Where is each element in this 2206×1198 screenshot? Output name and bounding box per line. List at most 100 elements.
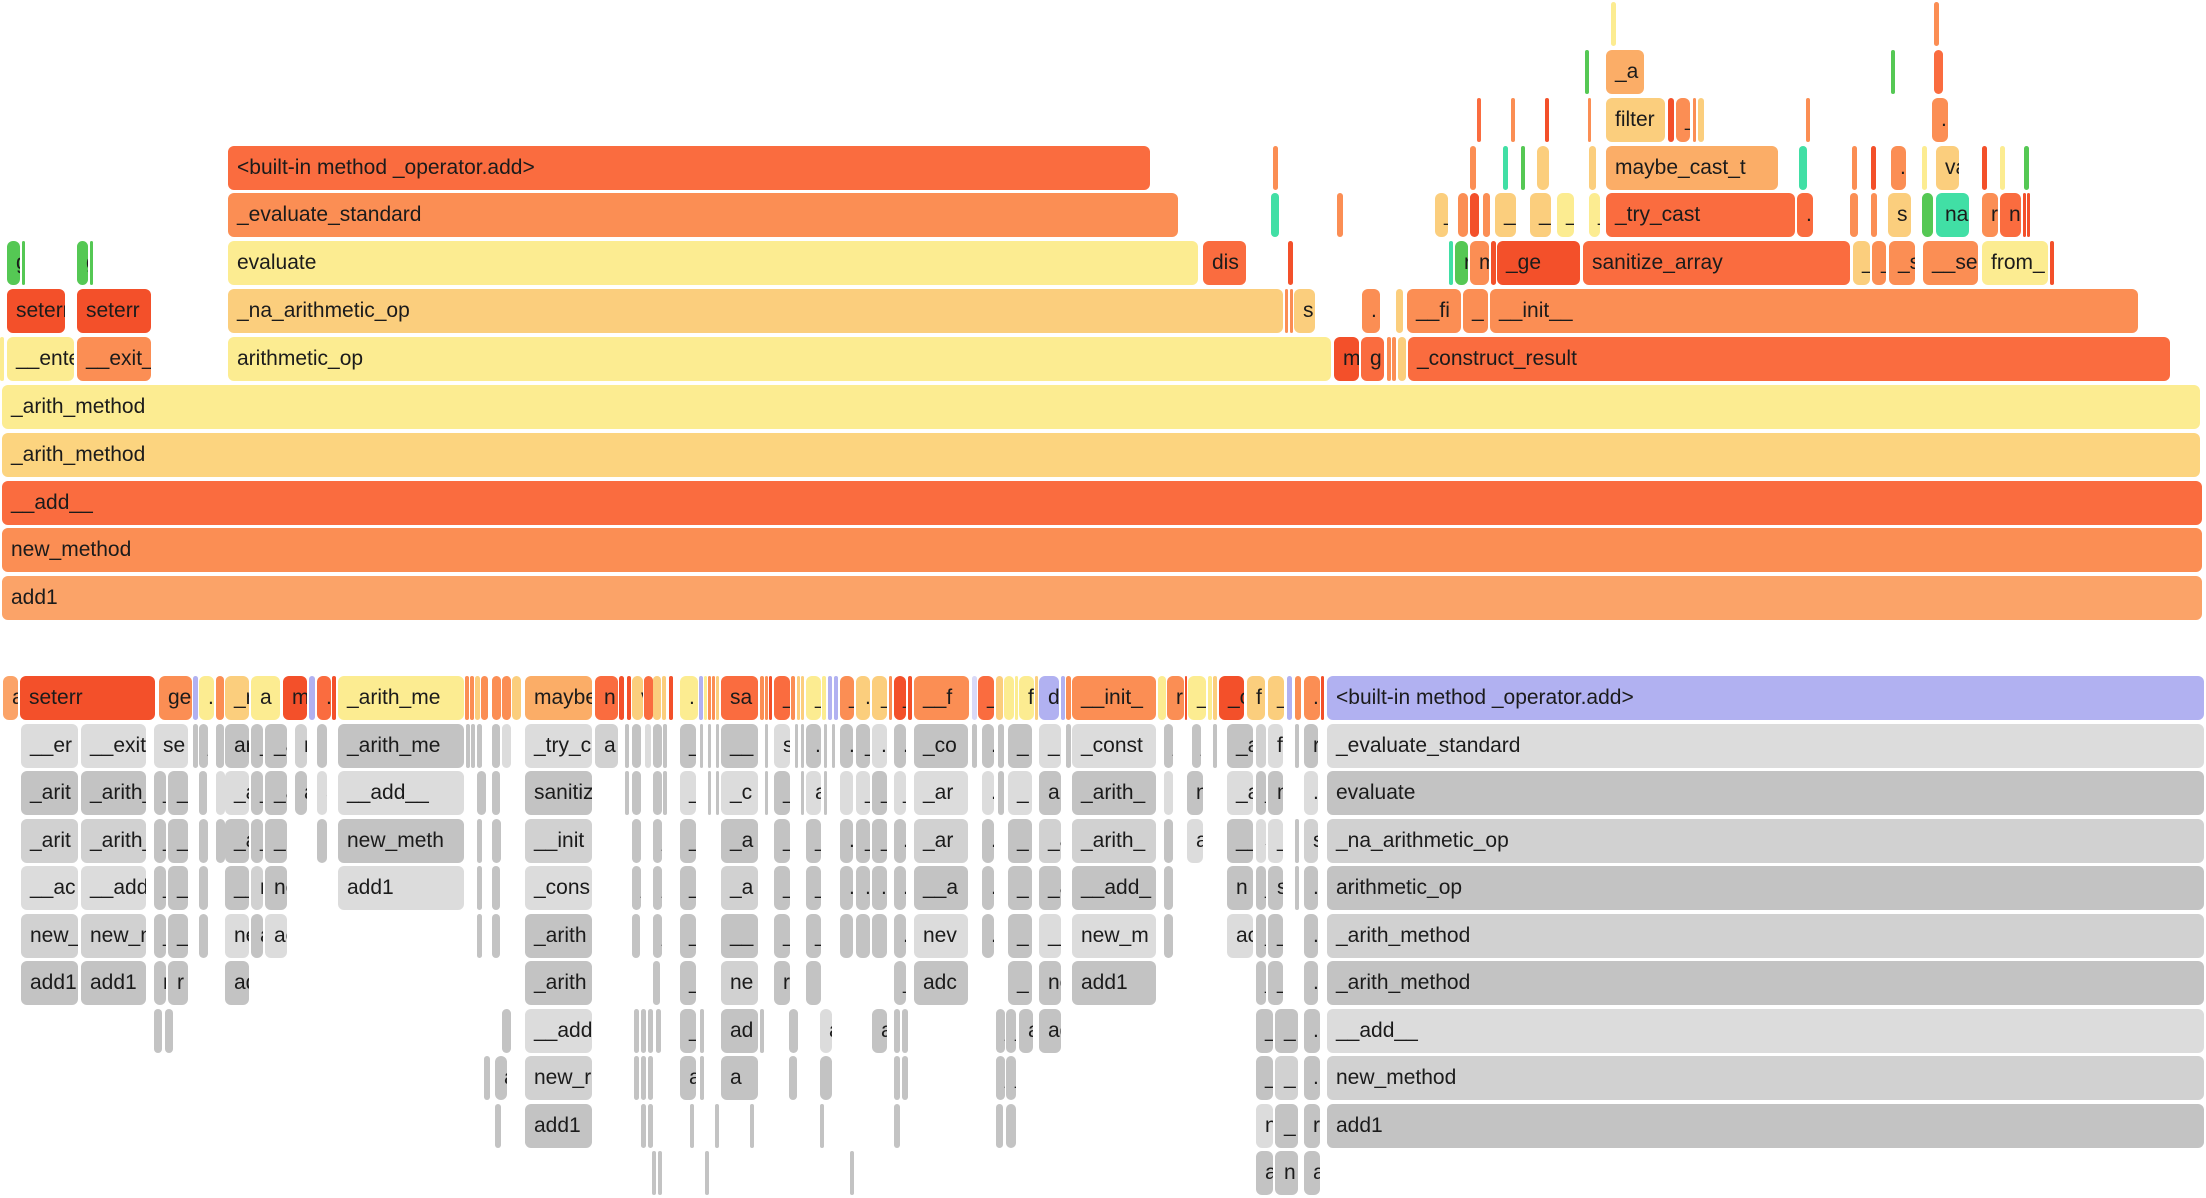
flame-frame[interactable] <box>1290 289 1293 333</box>
flame-frame[interactable]: f <box>1019 676 1034 720</box>
flame-frame[interactable]: _ <box>1676 98 1690 142</box>
flame-frame[interactable]: _ <box>251 819 263 863</box>
flame-frame[interactable] <box>470 676 474 720</box>
flame-frame[interactable]: _ <box>653 866 662 910</box>
flame-frame[interactable]: . <box>680 676 698 720</box>
flame-frame[interactable]: _ <box>1275 1056 1298 1100</box>
flame-frame[interactable] <box>471 724 475 768</box>
flame-frame[interactable] <box>663 771 667 815</box>
flame-frame[interactable] <box>495 1104 501 1148</box>
flame-frame[interactable]: r <box>1982 193 1998 237</box>
flame-frame[interactable]: _ <box>978 676 994 720</box>
flame-frame[interactable]: __ <box>1227 819 1253 863</box>
flame-frame[interactable] <box>641 1056 646 1100</box>
flame-frame[interactable]: a <box>495 1056 507 1100</box>
flame-frame[interactable] <box>705 1151 709 1195</box>
flame-frame[interactable]: n <box>1275 1151 1298 1195</box>
flame-frame[interactable] <box>1295 819 1299 863</box>
flame-frame[interactable]: _cons <box>525 866 592 910</box>
flame-frame[interactable] <box>1396 289 1403 333</box>
flame-frame[interactable] <box>1850 193 1858 237</box>
flame-frame[interactable]: v <box>632 676 643 720</box>
flame-frame[interactable] <box>700 1009 704 1053</box>
flame-frame[interactable]: a <box>721 1056 758 1100</box>
flame-frame[interactable]: _ <box>1872 241 1886 285</box>
flame-frame[interactable] <box>828 676 832 720</box>
flame-frame[interactable]: . <box>982 914 994 958</box>
flame-frame[interactable]: ac <box>265 914 287 958</box>
flame-frame[interactable]: _a <box>1606 50 1644 94</box>
flame-frame[interactable]: ad <box>721 1009 758 1053</box>
flame-frame[interactable]: ad <box>225 961 249 1005</box>
flame-frame[interactable]: n <box>1187 771 1203 815</box>
flame-frame[interactable]: _ <box>154 771 166 815</box>
flame-frame[interactable] <box>0 337 4 381</box>
flame-frame[interactable] <box>193 724 198 768</box>
flame-frame[interactable]: add1 <box>525 1104 592 1148</box>
flame-frame[interactable]: arithmetic_op <box>228 337 1331 381</box>
flame-frame[interactable]: _ <box>1275 1009 1298 1053</box>
flame-frame[interactable] <box>475 676 480 720</box>
flame-frame[interactable] <box>1589 146 1596 190</box>
flame-frame[interactable] <box>1693 98 1696 142</box>
flame-frame[interactable] <box>484 1056 490 1100</box>
flame-frame[interactable]: from_ <box>1982 241 2048 285</box>
flame-frame[interactable] <box>1470 193 1479 237</box>
flame-frame[interactable]: r <box>295 724 307 768</box>
flame-frame[interactable]: _ <box>265 819 287 863</box>
flame-frame[interactable] <box>317 724 327 768</box>
flame-frame[interactable]: _a <box>1227 771 1253 815</box>
flame-frame[interactable]: _arit <box>21 819 78 863</box>
flame-frame[interactable]: _ <box>168 914 188 958</box>
flame-frame[interactable]: _ <box>872 771 887 815</box>
flame-frame[interactable]: __f <box>914 676 969 720</box>
flame-frame[interactable]: nev <box>1039 961 1061 1005</box>
flame-frame[interactable]: dis <box>1039 676 1059 720</box>
flame-frame[interactable] <box>627 676 631 720</box>
flame-frame[interactable]: a <box>251 914 263 958</box>
flame-frame[interactable]: adc <box>914 961 968 1005</box>
flame-frame[interactable]: <built-in method _operator.add> <box>1327 676 2204 720</box>
flame-frame[interactable]: _n <box>225 676 249 720</box>
flame-frame[interactable]: _ <box>680 724 696 768</box>
flame-frame[interactable]: _a <box>1227 724 1253 768</box>
flame-frame[interactable]: . <box>1304 676 1320 720</box>
flame-frame[interactable] <box>765 771 768 815</box>
flame-frame[interactable]: _arith_method <box>1327 961 2204 1005</box>
flame-frame[interactable] <box>1934 2 1939 46</box>
flame-frame[interactable]: r <box>502 676 511 720</box>
flame-frame[interactable] <box>801 676 804 720</box>
flame-frame[interactable]: r <box>1455 241 1468 285</box>
flame-frame[interactable]: _ <box>1256 771 1266 815</box>
flame-frame[interactable] <box>2027 193 2030 237</box>
flame-frame[interactable]: _ <box>996 1056 1005 1100</box>
flame-frame[interactable]: . <box>1304 914 1318 958</box>
flame-frame[interactable] <box>795 724 798 768</box>
flame-frame[interactable]: . <box>1362 289 1380 333</box>
flame-frame[interactable] <box>492 771 500 815</box>
flame-frame[interactable] <box>481 676 488 720</box>
flame-frame[interactable] <box>652 1151 656 1195</box>
flame-frame[interactable] <box>820 1104 824 1148</box>
flame-frame[interactable]: _ <box>872 676 887 720</box>
flame-frame[interactable]: . <box>982 866 994 910</box>
flame-frame[interactable]: _ <box>1164 724 1173 768</box>
flame-frame[interactable] <box>1491 241 1496 285</box>
flame-frame[interactable] <box>1213 676 1217 720</box>
flame-frame[interactable] <box>1158 676 1166 720</box>
flame-frame[interactable]: _ <box>1008 866 1032 910</box>
flame-frame[interactable]: _ <box>199 724 208 768</box>
flame-frame[interactable] <box>644 676 653 720</box>
flame-frame[interactable]: . <box>856 676 870 720</box>
flame-frame[interactable]: _evaluate_standard <box>1327 724 2204 768</box>
flame-frame[interactable]: _ <box>1008 961 1032 1005</box>
flame-frame[interactable]: filter <box>1606 98 1665 142</box>
flame-frame[interactable]: seterr <box>7 289 65 333</box>
flame-frame[interactable]: n <box>1256 724 1266 768</box>
flame-frame[interactable] <box>1922 193 1933 237</box>
flame-frame[interactable] <box>824 771 827 815</box>
flame-frame[interactable]: __ <box>225 866 249 910</box>
flame-frame[interactable]: . <box>840 819 853 863</box>
flame-frame[interactable]: __ <box>721 914 758 958</box>
flame-frame[interactable]: __ <box>721 724 758 768</box>
